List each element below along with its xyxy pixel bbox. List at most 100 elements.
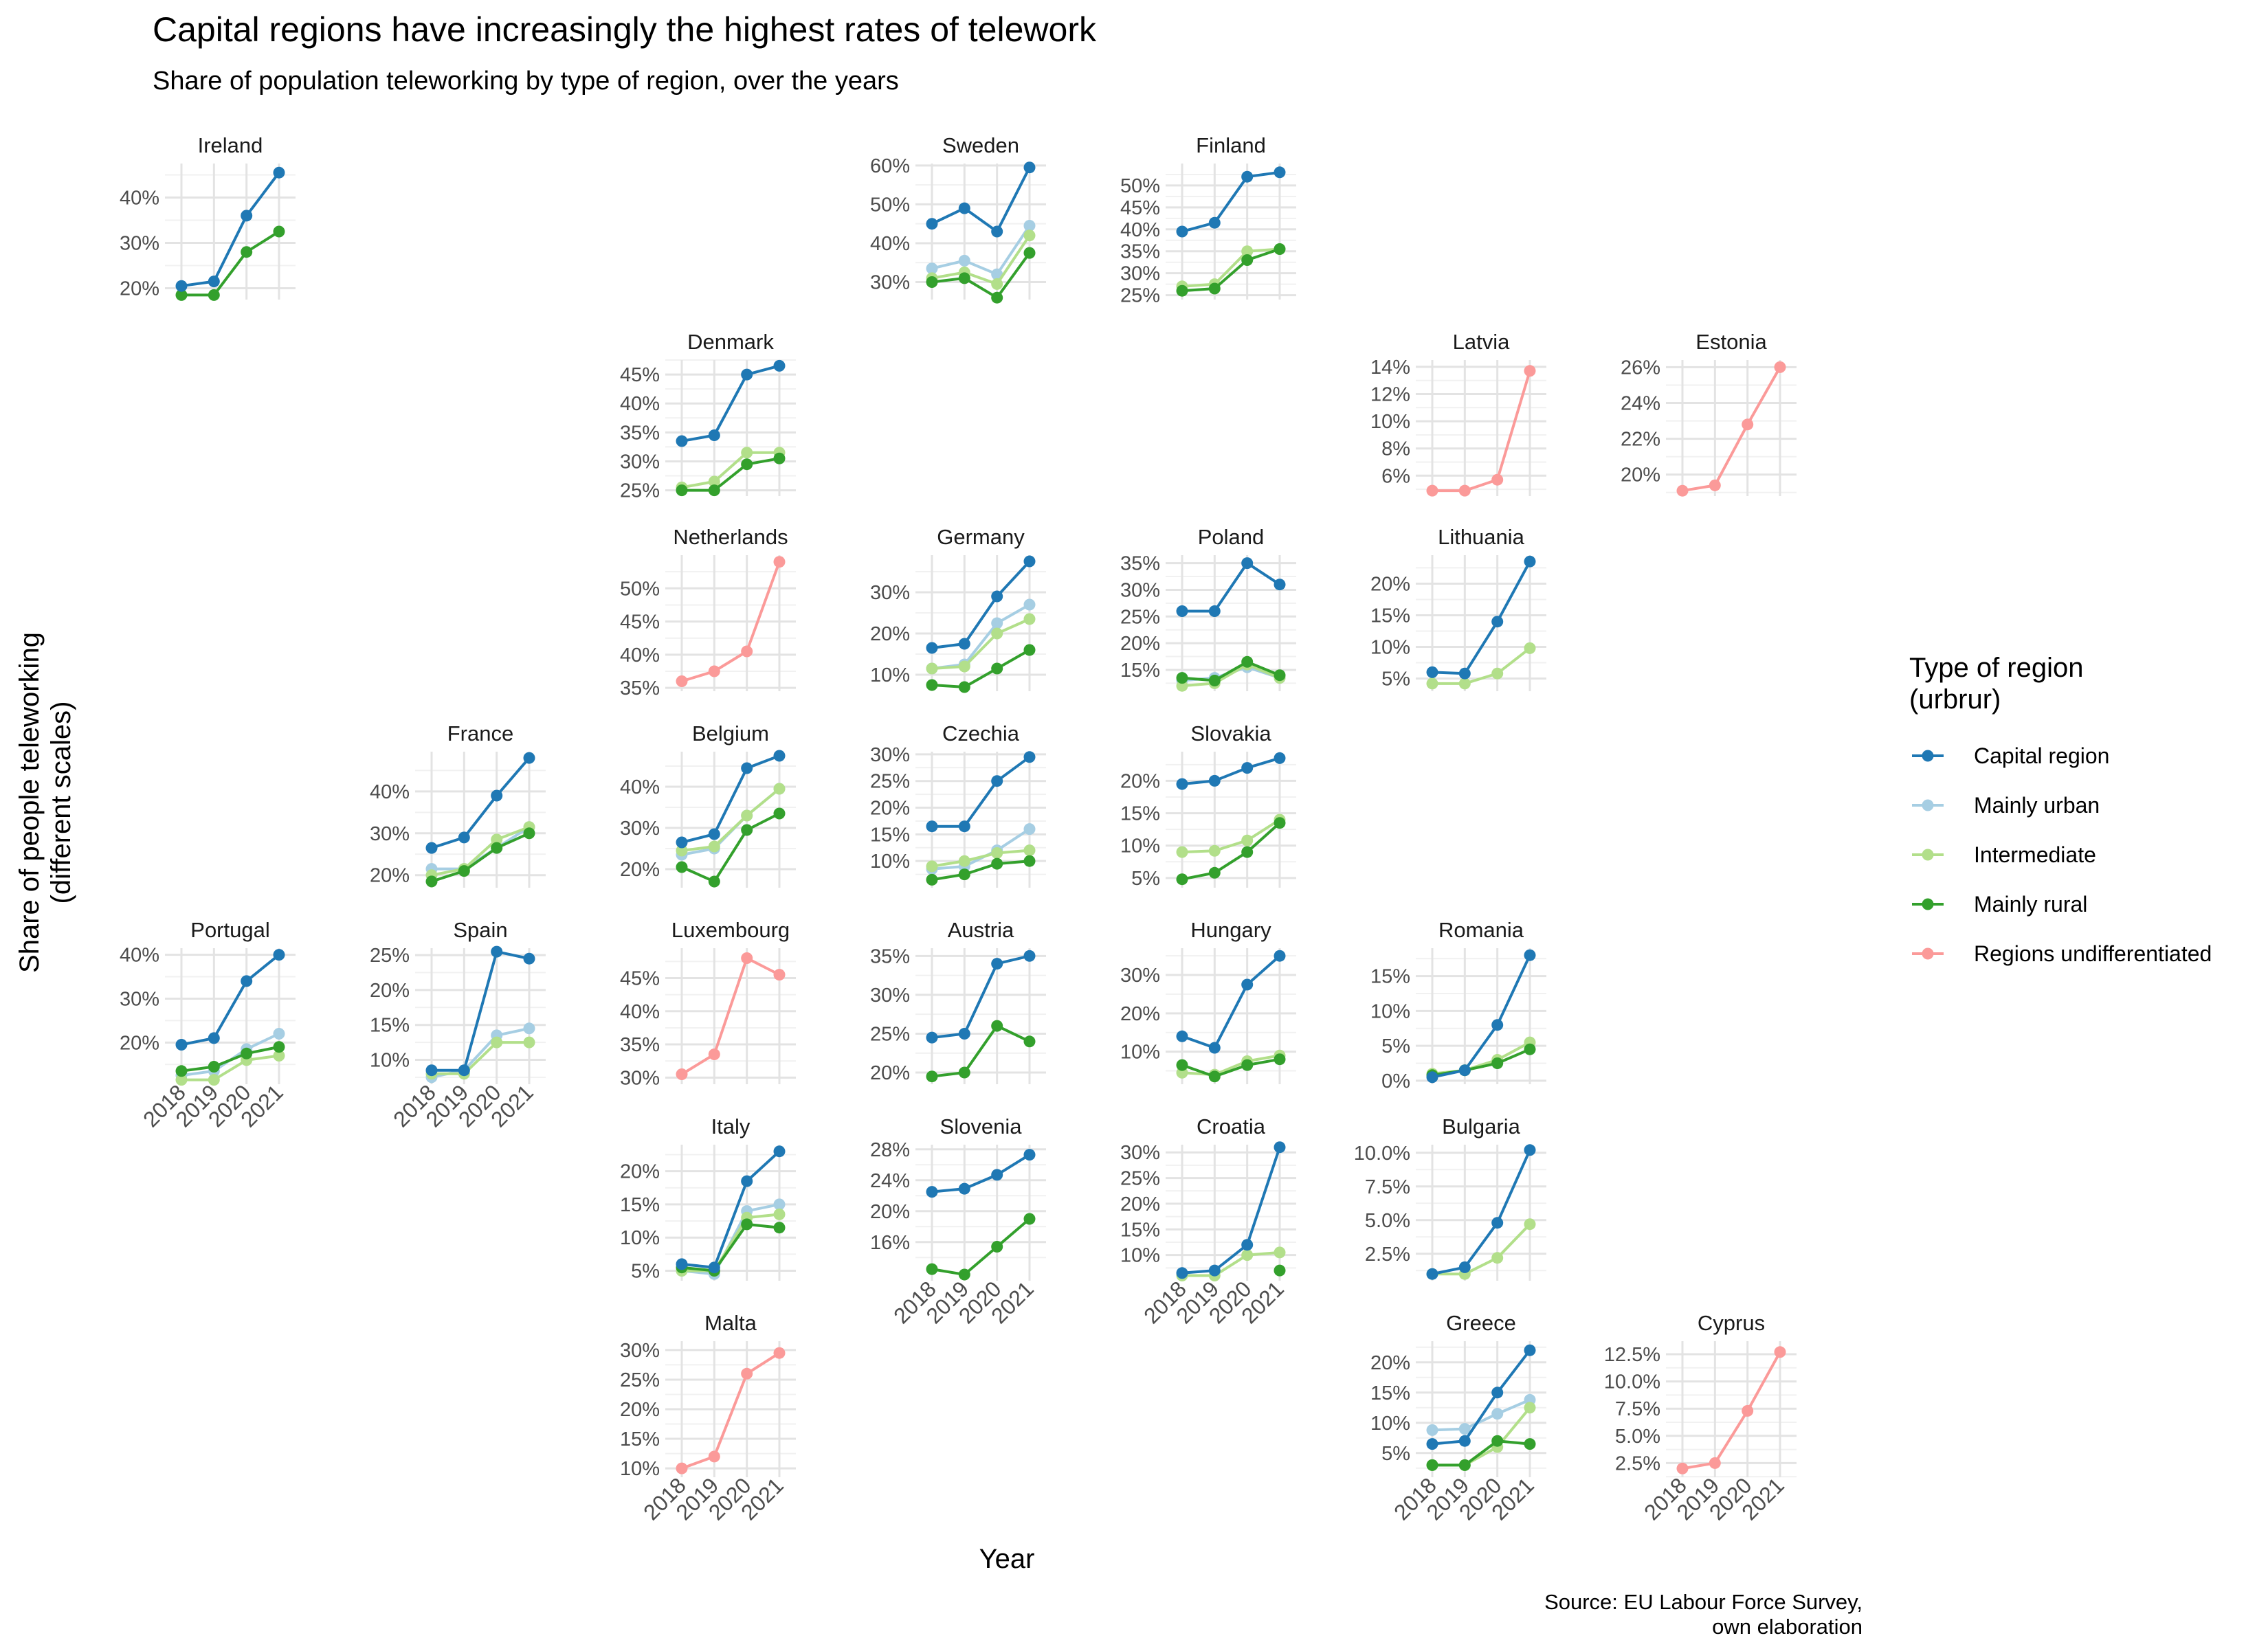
chart-subtitle: Share of population teleworking by type …: [153, 67, 899, 96]
panel-title-romania: Romania: [1438, 918, 1524, 942]
data-point: [991, 1241, 1003, 1253]
series-rural-portugal: [175, 1041, 285, 1077]
y-tick-label: 30%: [620, 451, 660, 473]
series-urban-portugal: [175, 1028, 285, 1081]
data-point: [491, 833, 503, 846]
y-tick-label: 30%: [870, 985, 910, 1007]
y-tick-label: 15%: [370, 1015, 410, 1037]
y-tick-label: 5%: [1381, 1443, 1410, 1465]
y-tick-label: 20%: [870, 1062, 910, 1084]
y-tick-label: 30%: [1120, 1142, 1160, 1164]
series-line: [681, 812, 780, 883]
data-point: [1524, 365, 1536, 377]
data-point: [926, 262, 938, 275]
series-line: [931, 225, 1031, 276]
data-point: [1208, 1070, 1221, 1083]
y-tick-label: 15%: [1370, 605, 1410, 627]
series-capital-denmark: [676, 359, 786, 447]
data-point: [175, 289, 188, 301]
series-intermediate-france: [425, 821, 535, 882]
panel-title-greece: Greece: [1446, 1311, 1516, 1335]
series-line: [1181, 954, 1281, 1049]
data-point: [991, 268, 1003, 280]
panel-title-czechia: Czechia: [942, 721, 1020, 745]
y-tick-label: 20%: [1120, 633, 1160, 655]
series-line: [1432, 954, 1531, 1079]
data-point: [991, 1020, 1003, 1032]
series-capital-belgium: [676, 750, 786, 849]
panel-slovakia: Slovakia 5% 10% 15% 20%: [1120, 721, 1296, 890]
data-point: [1176, 1030, 1188, 1042]
data-point: [708, 1261, 720, 1274]
series-undiff-latvia: [1426, 365, 1536, 497]
data-point: [1524, 642, 1536, 654]
legend-key-undiff: [1912, 947, 1944, 960]
panel-italy: Italy 5% 10% 15% 20%: [620, 1114, 796, 1283]
series-capital-spain: [425, 945, 535, 1077]
series-line: [932, 756, 1031, 828]
legend-key-capital: [1912, 750, 1944, 762]
y-tick-label: 20%: [1370, 573, 1410, 595]
series-line: [681, 364, 780, 442]
data-point: [1176, 1059, 1188, 1071]
series-rural-slovenia: [926, 1213, 1036, 1281]
y-tick-label: 22%: [1621, 429, 1660, 451]
data-point: [1426, 677, 1438, 690]
data-point: [208, 1074, 220, 1086]
y-tick-label: 40%: [370, 781, 410, 803]
data-point: [273, 225, 285, 238]
data-point: [741, 368, 753, 381]
panel-title-denmark: Denmark: [687, 330, 774, 354]
panel-sweden: Sweden 30% 40% 50% 60%: [870, 133, 1046, 304]
data-point: [708, 429, 720, 441]
data-point: [1426, 484, 1438, 497]
y-tick-label: 20%: [870, 623, 910, 645]
data-point: [1241, 834, 1254, 846]
y-tick-label: 40%: [620, 644, 660, 666]
data-point: [676, 836, 688, 849]
panel-title-netherlands: Netherlands: [673, 525, 788, 549]
y-tick-label: 40%: [620, 393, 660, 415]
data-point: [491, 1036, 503, 1048]
data-point: [1023, 751, 1036, 763]
series-urban-france: [425, 821, 535, 875]
y-tick-label: 10%: [870, 664, 910, 686]
panel-title-italy: Italy: [711, 1114, 751, 1138]
data-point: [926, 873, 938, 886]
series-line: [181, 171, 280, 288]
y-tick-label: 30%: [620, 818, 660, 840]
panel-title-poland: Poland: [1198, 525, 1265, 549]
data-point: [991, 847, 1003, 859]
data-point: [241, 210, 253, 222]
data-point: [708, 665, 720, 677]
data-point: [676, 484, 688, 497]
y-tick-label: 20%: [370, 980, 410, 1002]
data-point: [958, 1268, 970, 1281]
data-point: [958, 254, 970, 267]
panel-grid: [165, 948, 296, 1084]
y-tick-label: 15%: [1370, 966, 1410, 988]
series-undiff-cyprus: [1676, 1346, 1786, 1474]
y-tick-label: 2.5%: [1365, 1244, 1410, 1266]
y-tick-label: 20%: [120, 278, 159, 300]
data-point: [1274, 1264, 1286, 1277]
series-line: [1432, 1149, 1531, 1276]
y-tick-label: 10.0%: [1354, 1143, 1410, 1165]
data-point: [958, 681, 970, 693]
y-tick-label: 25%: [620, 1369, 660, 1391]
data-point: [1426, 1071, 1438, 1084]
data-point: [1709, 479, 1721, 491]
data-point: [741, 645, 753, 658]
panel-netherlands: Netherlands 35% 40% 45% 50%: [620, 525, 796, 699]
series-line: [931, 649, 1030, 688]
y-tick-label: 10.0%: [1604, 1371, 1660, 1393]
data-point: [676, 861, 688, 873]
series-line: [431, 756, 531, 850]
data-point: [773, 1222, 786, 1234]
data-point: [926, 218, 938, 230]
series-line: [1181, 1057, 1280, 1078]
series-line: [1181, 756, 1280, 786]
panel-grid: [915, 1145, 1046, 1281]
y-tick-label: 25%: [620, 480, 660, 502]
